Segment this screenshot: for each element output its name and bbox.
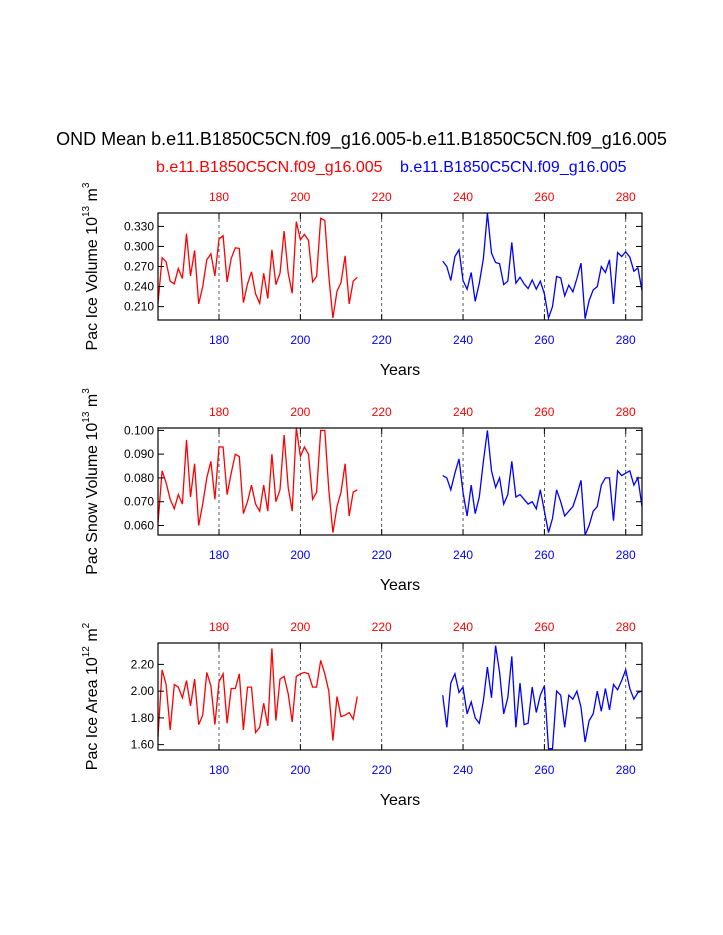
- top-tick-label-240: 240: [453, 620, 473, 634]
- top-tick-label-200: 200: [290, 405, 310, 419]
- series-line-case1: [157, 427, 358, 533]
- top-tick-label-260: 260: [534, 620, 554, 634]
- bottom-tick-label-220: 220: [372, 548, 392, 562]
- series-line-case2: [442, 212, 643, 321]
- panel-3: 180 180 200 200 220 220 240 240 260 260 280 280 1.60…: [81, 620, 643, 809]
- y-tick-label-2: 0.080: [124, 471, 154, 485]
- y-tick-label-1: 1.80: [131, 711, 155, 725]
- y-tick-label-1: 0.240: [124, 280, 154, 294]
- bottom-tick-label-260: 260: [534, 333, 554, 347]
- y-tick-label-1: 0.070: [124, 495, 154, 509]
- bottom-tick-label-200: 200: [290, 333, 310, 347]
- y-tick-label-4: 0.330: [124, 219, 154, 233]
- bottom-tick-label-180: 180: [209, 548, 229, 562]
- bottom-tick-label-220: 220: [372, 333, 392, 347]
- plot-frame: [157, 212, 643, 321]
- y-tick-label-4: 0.100: [124, 423, 154, 437]
- bottom-tick-label-220: 220: [372, 763, 392, 777]
- top-tick-label-280: 280: [616, 405, 636, 419]
- top-tick-label-280: 280: [616, 190, 636, 204]
- series-line-case1: [157, 648, 358, 741]
- y-axis-label: Pac Ice Area 1012 m2: [81, 622, 101, 770]
- top-tick-label-180: 180: [209, 190, 229, 204]
- y-axis-label: Pac Snow Volume 1013 m3: [81, 388, 101, 575]
- top-tick-label-220: 220: [372, 405, 392, 419]
- bottom-tick-label-180: 180: [209, 333, 229, 347]
- top-tick-label-280: 280: [616, 620, 636, 634]
- bottom-tick-label-280: 280: [616, 548, 636, 562]
- bottom-tick-label-260: 260: [534, 548, 554, 562]
- top-tick-label-220: 220: [372, 190, 392, 204]
- y-tick-label-0: 1.60: [131, 738, 155, 752]
- bottom-tick-label-200: 200: [290, 763, 310, 777]
- top-tick-label-200: 200: [290, 190, 310, 204]
- y-tick-label-3: 0.090: [124, 447, 154, 461]
- y-tick-label-0: 0.060: [124, 518, 154, 532]
- x-axis-label: Years: [380, 362, 420, 379]
- top-tick-label-180: 180: [209, 620, 229, 634]
- series-line-case2: [442, 645, 643, 750]
- bottom-tick-label-240: 240: [453, 763, 473, 777]
- bottom-tick-label-280: 280: [616, 333, 636, 347]
- plot-frame: [157, 427, 643, 536]
- top-tick-label-240: 240: [453, 190, 473, 204]
- y-tick-label-2: 0.270: [124, 260, 154, 274]
- x-axis-label: Years: [380, 577, 420, 594]
- x-axis-label: Years: [380, 792, 420, 809]
- top-tick-label-180: 180: [209, 405, 229, 419]
- chart-title: OND Mean b.e11.B1850C5CN.f09_g16.005-b.e…: [56, 129, 667, 149]
- y-tick-label-0: 0.210: [124, 300, 154, 314]
- case2-label: b.e11.B1850C5CN.f09_g16.005: [400, 159, 627, 176]
- bottom-tick-label-260: 260: [534, 763, 554, 777]
- series-line-case1: [157, 217, 358, 319]
- top-tick-label-200: 200: [290, 620, 310, 634]
- plot-frame: [157, 642, 643, 751]
- top-tick-label-240: 240: [453, 405, 473, 419]
- panel-2: 180 180 200 200 220 220 240 240 260 260 280 280 0.06…: [81, 388, 643, 594]
- top-tick-label-260: 260: [534, 405, 554, 419]
- bottom-tick-label-240: 240: [453, 548, 473, 562]
- bottom-tick-label-240: 240: [453, 333, 473, 347]
- y-tick-label-3: 0.300: [124, 239, 154, 253]
- y-tick-label-3: 2.20: [131, 657, 155, 671]
- y-axis-label: Pac Ice Volume 1013 m3: [81, 182, 101, 350]
- y-tick-label-2: 2.00: [131, 684, 155, 698]
- bottom-tick-label-280: 280: [616, 763, 636, 777]
- case1-label: b.e11.B1850C5CN.f09_g16.005: [156, 159, 383, 176]
- top-tick-label-260: 260: [534, 190, 554, 204]
- series-line-case2: [442, 430, 643, 536]
- bottom-tick-label-200: 200: [290, 548, 310, 562]
- panel-1: 180 180 200 200 220 220 240 240 260 260 280 280 0.21…: [81, 182, 643, 379]
- top-tick-label-220: 220: [372, 620, 392, 634]
- bottom-tick-label-180: 180: [209, 763, 229, 777]
